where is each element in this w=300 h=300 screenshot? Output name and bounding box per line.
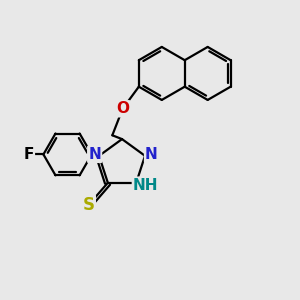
Text: F: F [23, 147, 34, 162]
Text: N: N [145, 147, 158, 162]
Text: NH: NH [133, 178, 158, 193]
Text: N: N [88, 147, 101, 162]
Text: S: S [83, 196, 95, 214]
Text: O: O [116, 101, 129, 116]
